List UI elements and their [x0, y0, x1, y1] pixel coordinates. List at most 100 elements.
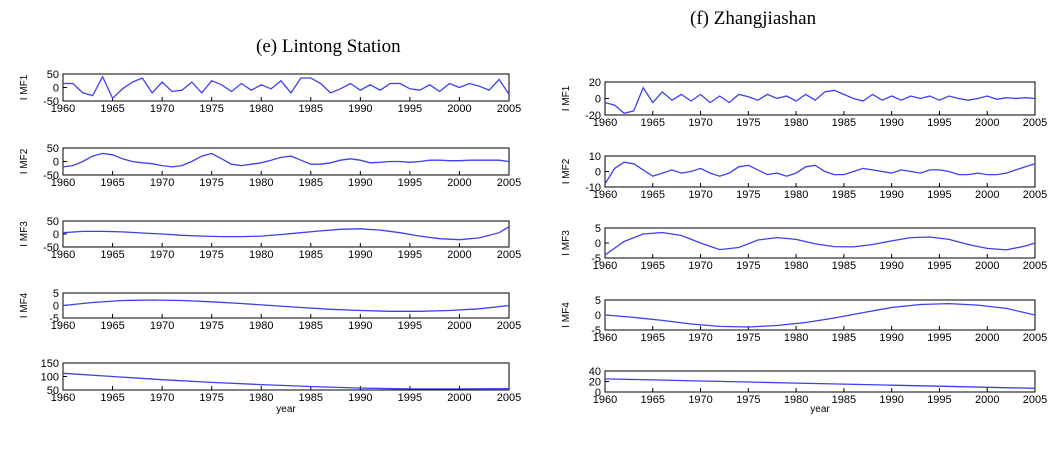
x-tick-label: 1970 [688, 117, 712, 129]
x-tick-label: 1995 [927, 394, 951, 406]
y-tick-label: 20 [589, 77, 601, 89]
x-tick-label: 1965 [641, 117, 665, 129]
x-tick-label: 1975 [199, 103, 223, 115]
x-tick-label: 1995 [927, 260, 951, 272]
x-tick-label: 1980 [249, 320, 273, 332]
series-line [62, 152, 510, 168]
x-tick-label: 1970 [688, 189, 712, 201]
x-tick-label: 1975 [199, 249, 223, 261]
x-tick-label: 1985 [299, 249, 323, 261]
x-tick-label: 1965 [641, 260, 665, 272]
x-tick-label: 1960 [593, 260, 617, 272]
x-tick-label: 1965 [100, 320, 124, 332]
x-tick-label: 1975 [199, 320, 223, 332]
series-line [62, 226, 510, 241]
y-tick-label: 150 [41, 358, 59, 370]
x-tick-label: 1960 [593, 189, 617, 201]
x-tick-label: 1985 [832, 189, 856, 201]
x-tick-label: 1975 [199, 177, 223, 189]
x-tick-label: 2005 [497, 320, 521, 332]
x-tick-label: 1990 [348, 103, 372, 115]
axes-frame [62, 292, 510, 319]
x-tick-label: 1960 [593, 332, 617, 344]
x-tick-label: 2000 [975, 189, 999, 201]
x-tick-label: 2000 [447, 392, 471, 404]
y-axis-label: I MF2 [561, 158, 572, 184]
x-tick-label: 1985 [299, 177, 323, 189]
x-tick-label: 1990 [348, 249, 372, 261]
x-tick-label: 2005 [497, 103, 521, 115]
x-tick-label: 1995 [398, 177, 422, 189]
x-tick-label: 1975 [736, 332, 760, 344]
x-tick-label: 1960 [51, 103, 75, 115]
x-tick-label: 1965 [100, 103, 124, 115]
x-tick-label: 2000 [975, 394, 999, 406]
x-tick-label: 1995 [398, 320, 422, 332]
y-tick-label: -10 [585, 182, 601, 194]
x-tick-label: 1985 [832, 332, 856, 344]
y-tick-label: 50 [47, 143, 59, 155]
x-axis-label: year [276, 404, 296, 415]
x-tick-label: 1980 [784, 189, 808, 201]
x-tick-label: 1995 [398, 249, 422, 261]
axes-frame [62, 147, 510, 176]
y-tick-label: 50 [47, 69, 59, 81]
y-axis-label: I MF4 [19, 292, 30, 318]
y-tick-label: 5 [595, 223, 601, 235]
panel-1: -500 50 1960 1965 1970 1975 1980 1985 1990 1995 20… [19, 69, 521, 115]
x-tick-label: 1970 [688, 394, 712, 406]
chart-title: (e) Lintong Station [256, 36, 401, 57]
y-tick-label: 0 [595, 387, 601, 399]
x-tick-label: 2005 [497, 392, 521, 404]
x-tick-label: 1960 [593, 117, 617, 129]
x-tick-label: 2005 [1023, 189, 1047, 201]
x-tick-label: 1960 [51, 249, 75, 261]
y-tick-label: 0 [595, 310, 601, 322]
x-tick-label: 1975 [736, 260, 760, 272]
y-tick-label: -20 [585, 110, 601, 122]
y-axis-label: I MF1 [561, 85, 572, 111]
x-tick-label: 1965 [100, 177, 124, 189]
y-axis-label: I MF4 [561, 302, 572, 328]
x-tick-label: 1960 [51, 392, 75, 404]
x-axis-label: year [810, 404, 830, 415]
x-tick-label: 1990 [879, 189, 903, 201]
y-axis-label: I MF3 [19, 221, 30, 247]
panel-4: -5 0 5 1960 1965 1970 1975 1980 1985 1990 1995 2000… [561, 295, 1047, 344]
y-tick-label: 5 [595, 295, 601, 307]
y-tick-label: -50 [43, 96, 59, 108]
x-tick-label: 1960 [51, 320, 75, 332]
x-tick-label: 1990 [879, 394, 903, 406]
x-tick-label: 1965 [641, 189, 665, 201]
x-tick-label: 1965 [100, 392, 124, 404]
y-tick-label: 0 [53, 301, 59, 313]
x-tick-label: 1965 [641, 332, 665, 344]
y-tick-label: 10 [589, 151, 601, 163]
x-tick-label: 1960 [51, 177, 75, 189]
y-tick-label: -5 [591, 253, 601, 265]
x-tick-label: 1990 [348, 320, 372, 332]
x-tick-label: 1970 [688, 332, 712, 344]
series-line [604, 231, 1036, 256]
x-tick-label: 1970 [150, 177, 174, 189]
panel-1: -20 0 20 1960 1965 1970 1975 1980 1985 1990 1995 20… [561, 77, 1047, 129]
series-line [62, 299, 510, 312]
series-line [62, 372, 510, 390]
x-tick-label: 1965 [641, 394, 665, 406]
x-tick-label: 2005 [1023, 394, 1047, 406]
x-tick-label: 1995 [398, 392, 422, 404]
x-tick-label: 2005 [1023, 117, 1047, 129]
x-tick-label: 2000 [447, 103, 471, 115]
x-tick-label: 2000 [447, 320, 471, 332]
chart-title: (f) Zhangjiashan [690, 8, 817, 29]
y-tick-label: 0 [595, 238, 601, 250]
series-line [604, 86, 1036, 115]
chart-zhangjiashan: (f) Zhangjiashan -20 0 20 1960 1965 1970 1975 19… [561, 8, 1047, 415]
x-tick-label: 2005 [1023, 260, 1047, 272]
x-tick-label: 1970 [150, 103, 174, 115]
x-tick-label: 1960 [593, 394, 617, 406]
y-tick-label: 0 [595, 94, 601, 106]
panel-3: -5 0 5 1960 1965 1970 1975 1980 1985 1990 1995 2000… [561, 223, 1047, 272]
